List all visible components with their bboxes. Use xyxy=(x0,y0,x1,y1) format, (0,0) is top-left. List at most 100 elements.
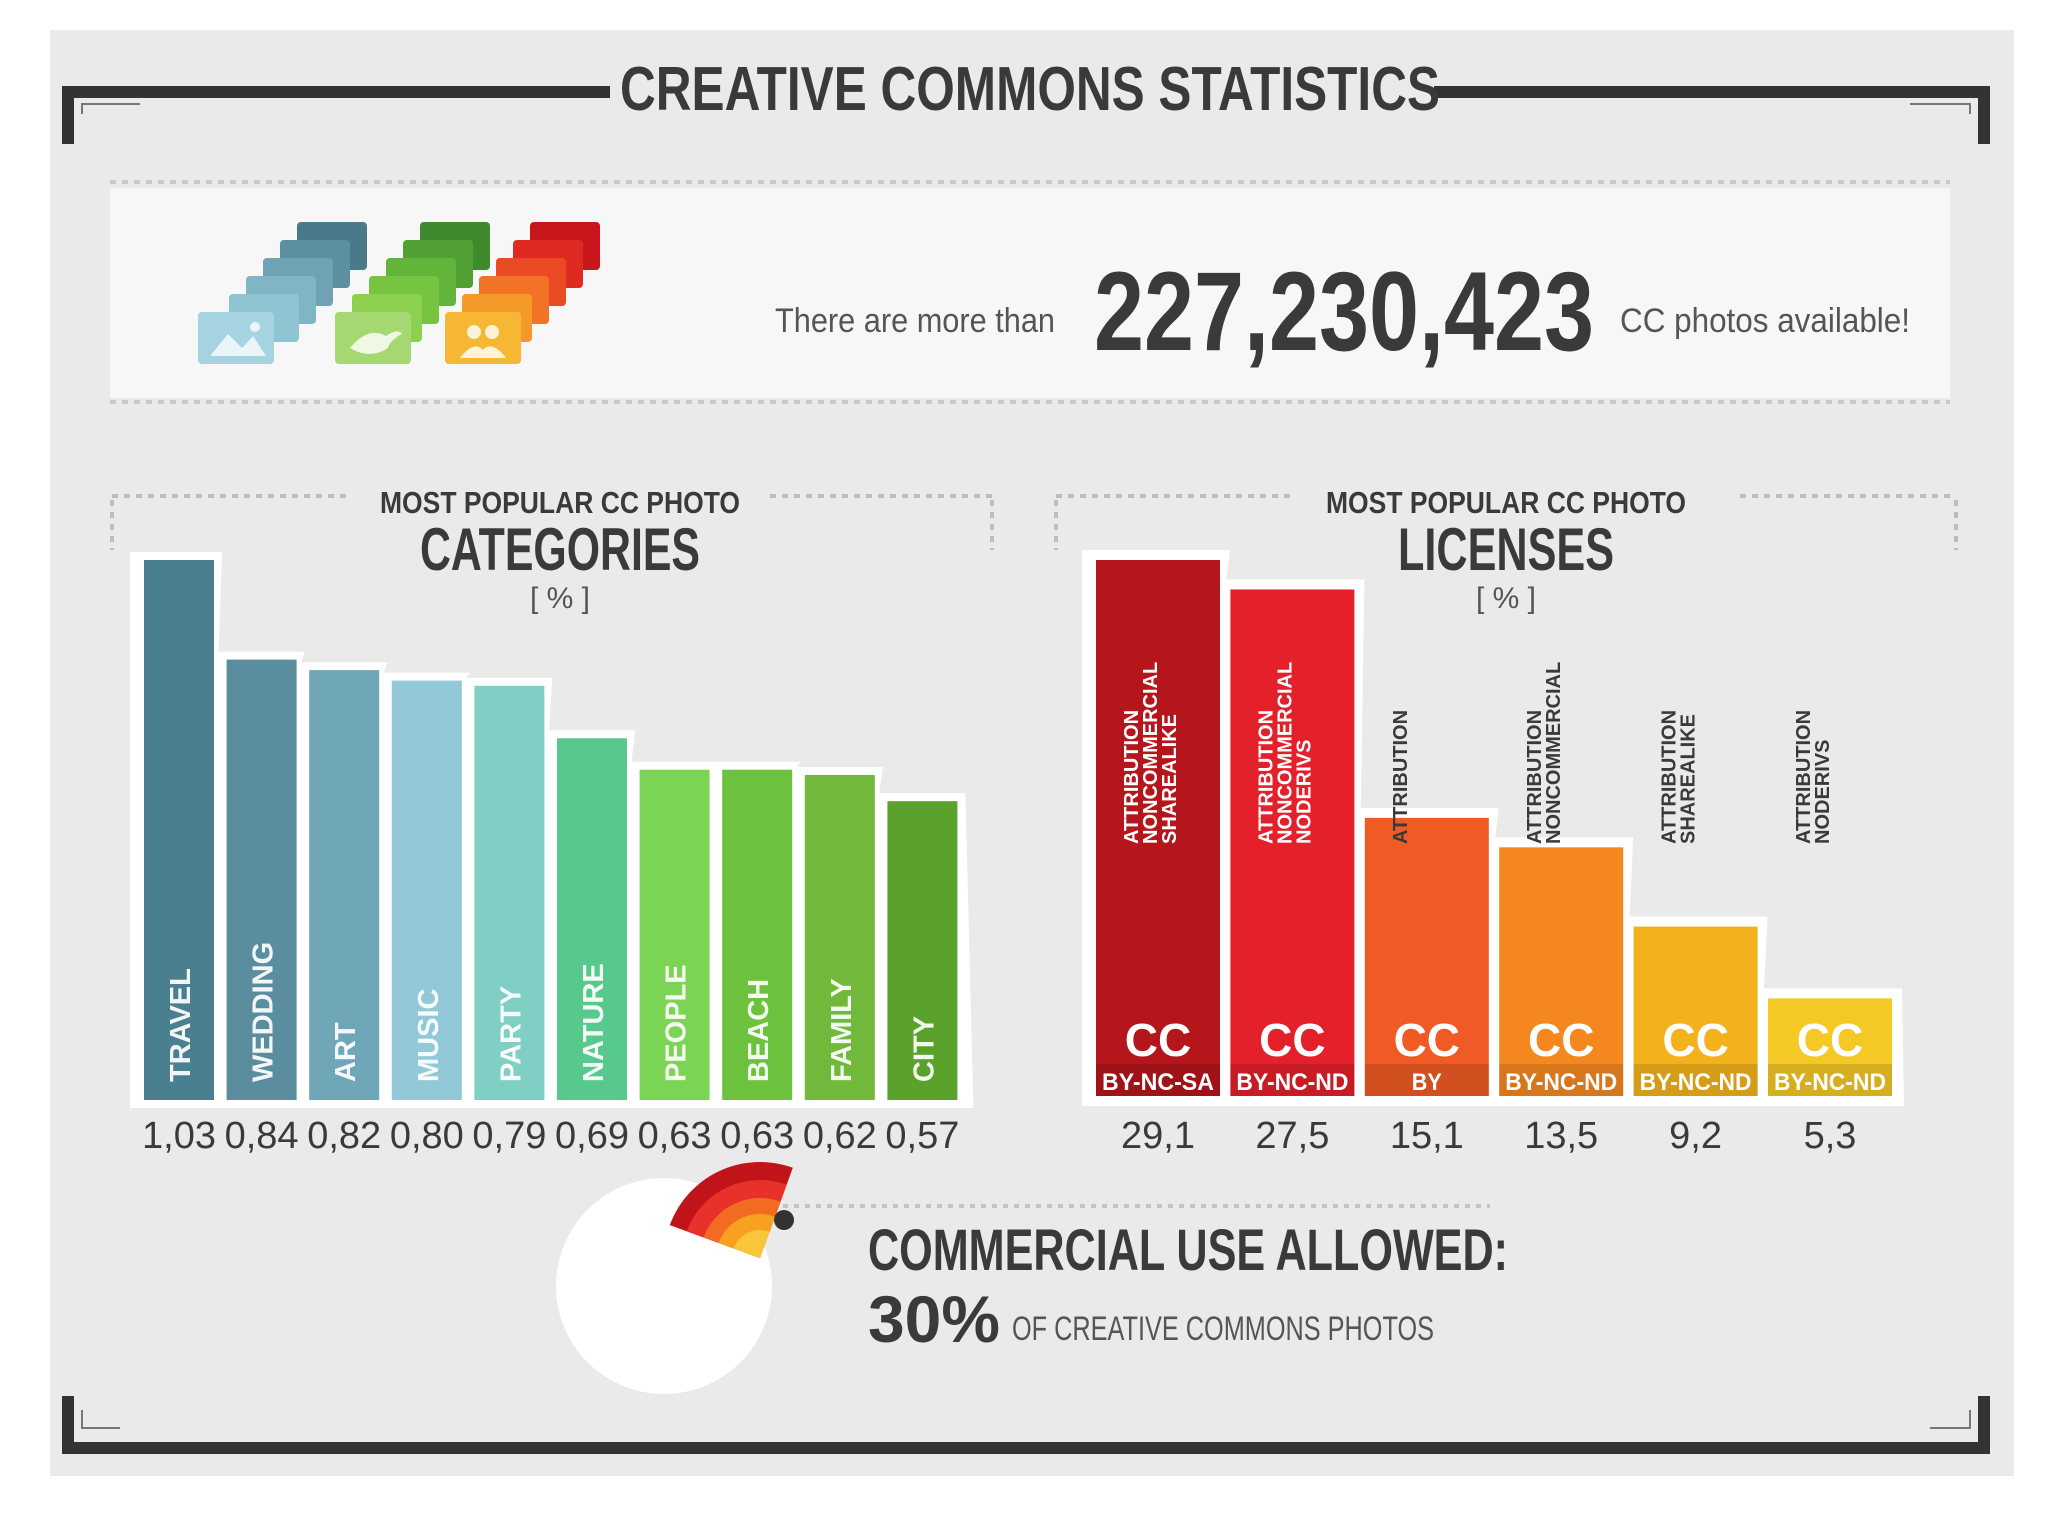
category-value-label: 0,63 xyxy=(720,1115,794,1157)
category-bar xyxy=(144,560,214,1100)
category-label-line: NONCOMMERCIAL xyxy=(1543,662,1565,844)
category-value-label: 0,80 xyxy=(390,1115,464,1157)
category-label: ART xyxy=(330,1022,362,1082)
licenses-title: LICENSES xyxy=(1398,516,1614,583)
people-icon xyxy=(445,222,600,364)
license-name: ATTRIBUTIONNONCOMMERCIAL xyxy=(1524,662,1565,844)
categories-unit: [ % ] xyxy=(530,582,590,615)
category-bar xyxy=(557,738,627,1100)
category-value-label: 0,63 xyxy=(638,1115,712,1157)
frame xyxy=(62,86,1990,1454)
category-value-label: 0,57 xyxy=(885,1115,959,1157)
category-label: WEDDING xyxy=(248,942,280,1082)
banner-suffix: CC photos available! xyxy=(1620,302,1910,340)
license-code: BY-NC-ND xyxy=(1236,1069,1348,1096)
commercial-heading: COMMERCIAL USE ALLOWED: xyxy=(868,1218,1508,1283)
license-bar xyxy=(1230,589,1355,1096)
category-label: NATURE xyxy=(578,963,610,1082)
commercial-caption: OF CREATIVE COMMONS PHOTOS xyxy=(1012,1310,1434,1348)
license-code-strip xyxy=(1230,1064,1355,1096)
license-code-strip xyxy=(1364,1064,1489,1096)
category-bar xyxy=(226,659,297,1100)
license-code: BY xyxy=(1412,1069,1442,1096)
category-label-line: SHAREALIKE xyxy=(1159,714,1181,844)
license-name: ATTRIBUTIONNONCOMMERCIALNODERIVS xyxy=(1255,662,1315,844)
license-bar xyxy=(1364,817,1489,1096)
category-bar xyxy=(309,670,380,1100)
commercial-fan-icon xyxy=(669,1162,794,1258)
license-badge: CC xyxy=(1394,1014,1460,1066)
license-value-label: 15,1 xyxy=(1390,1115,1464,1157)
fan-pivot-dot xyxy=(774,1210,794,1230)
license-code-strip xyxy=(1096,1064,1220,1096)
license-badge: CC xyxy=(1528,1014,1594,1066)
category-value-label: 0,69 xyxy=(555,1115,629,1157)
category-bar xyxy=(887,801,958,1100)
license-badge: CC xyxy=(1125,1014,1191,1066)
infographic-canvas: CREATIVE COMMONS STATISTICS xyxy=(62,55,1990,1454)
total-photos-banner: There are more than 227,230,423 CC photo… xyxy=(110,180,1950,404)
banner-prefix: There are more than xyxy=(775,302,1055,340)
licenses-bars: CCBY-NC-SAATTRIBUTIONNONCOMMERCIALSHAREA… xyxy=(1096,560,1892,1157)
fan-band xyxy=(733,1230,770,1258)
license-code-strip xyxy=(1499,1064,1624,1096)
category-label: FAMILY xyxy=(826,978,858,1082)
license-badge: CC xyxy=(1259,1014,1325,1066)
licenses-unit: [ % ] xyxy=(1476,582,1536,615)
license-code-strip xyxy=(1768,1064,1892,1096)
license-name: ATTRIBUTIONNODERIVS xyxy=(1793,710,1834,844)
category-label: PEOPLE xyxy=(661,964,693,1082)
category-value-label: 0,62 xyxy=(803,1115,877,1157)
category-value-label: 0,82 xyxy=(307,1115,381,1157)
category-bar xyxy=(391,680,462,1100)
total-photos-number: 227,230,423 xyxy=(1094,249,1594,374)
license-bar xyxy=(1633,926,1758,1096)
license-value-label: 13,5 xyxy=(1524,1115,1598,1157)
license-code: BY-NC-ND xyxy=(1640,1069,1752,1096)
photo-stack-icon xyxy=(198,222,367,364)
category-label-line: SHAREALIKE xyxy=(1678,714,1700,844)
category-label-line: ATTRIBUTION xyxy=(1793,710,1815,844)
category-label-line: ATTRIBUTION xyxy=(1121,710,1143,844)
category-label-line: ATTRIBUTION xyxy=(1255,710,1277,844)
category-label: CITY xyxy=(908,1016,940,1082)
categories-title: CATEGORIES xyxy=(420,516,700,583)
categories-chart: MOST POPULAR CC PHOTO CATEGORIES [ % ] T… xyxy=(110,485,994,1157)
category-value-label: 0,79 xyxy=(472,1115,546,1157)
license-bar xyxy=(1499,847,1624,1096)
license-name: ATTRIBUTIONNONCOMMERCIALSHAREALIKE xyxy=(1121,662,1181,844)
licenses-chart: MOST POPULAR CC PHOTO LICENSES [ % ] CC B… xyxy=(1054,485,1958,1157)
page-title: CREATIVE COMMONS STATISTICS xyxy=(620,55,1440,124)
license-name: ATTRIBUTIONSHAREALIKE xyxy=(1659,710,1700,844)
infographic: CREATIVE COMMONS STATISTICS xyxy=(50,30,2014,1476)
categories-subtitle: MOST POPULAR CC PHOTO xyxy=(380,485,740,520)
category-label-line: NODERIVS xyxy=(1812,740,1834,844)
category-label: BEACH xyxy=(743,979,775,1082)
license-value-label: 5,3 xyxy=(1804,1115,1857,1157)
license-bar xyxy=(1768,998,1892,1096)
license-badge: CC xyxy=(1662,1014,1728,1066)
license-value-label: 27,5 xyxy=(1255,1115,1329,1157)
license-code: BY-NC-ND xyxy=(1774,1069,1886,1096)
category-bar xyxy=(722,769,793,1100)
licenses-subtitle: MOST POPULAR CC PHOTO xyxy=(1326,485,1686,520)
category-value-label: 0,84 xyxy=(225,1115,299,1157)
license-code: BY-NC-SA xyxy=(1102,1069,1214,1096)
category-label: MUSIC xyxy=(413,989,445,1083)
license-badge: CC xyxy=(1797,1014,1863,1066)
license-name: ATTRIBUTION xyxy=(1390,710,1412,844)
category-label-line: NONCOMMERCIAL xyxy=(1140,662,1162,844)
category-label: PARTY xyxy=(495,986,527,1082)
categories-bars: TRAVEL 1,03 WEDDING 0,84 ART 0,82 MUSIC 0,80 PAR… xyxy=(142,560,959,1157)
commercial-percent: 30% xyxy=(868,1282,1000,1356)
category-value-label: 1,03 xyxy=(142,1115,216,1157)
category-label-line: ATTRIBUTION xyxy=(1390,710,1412,844)
category-label-line: NONCOMMERCIAL xyxy=(1274,662,1296,844)
category-label-line: ATTRIBUTION xyxy=(1659,710,1681,844)
bird-icon xyxy=(335,222,490,364)
license-value-label: 29,1 xyxy=(1121,1115,1195,1157)
category-bar xyxy=(474,685,545,1100)
category-bar xyxy=(639,769,710,1100)
category-label-line: ATTRIBUTION xyxy=(1524,710,1546,844)
license-value-label: 9,2 xyxy=(1669,1115,1722,1157)
